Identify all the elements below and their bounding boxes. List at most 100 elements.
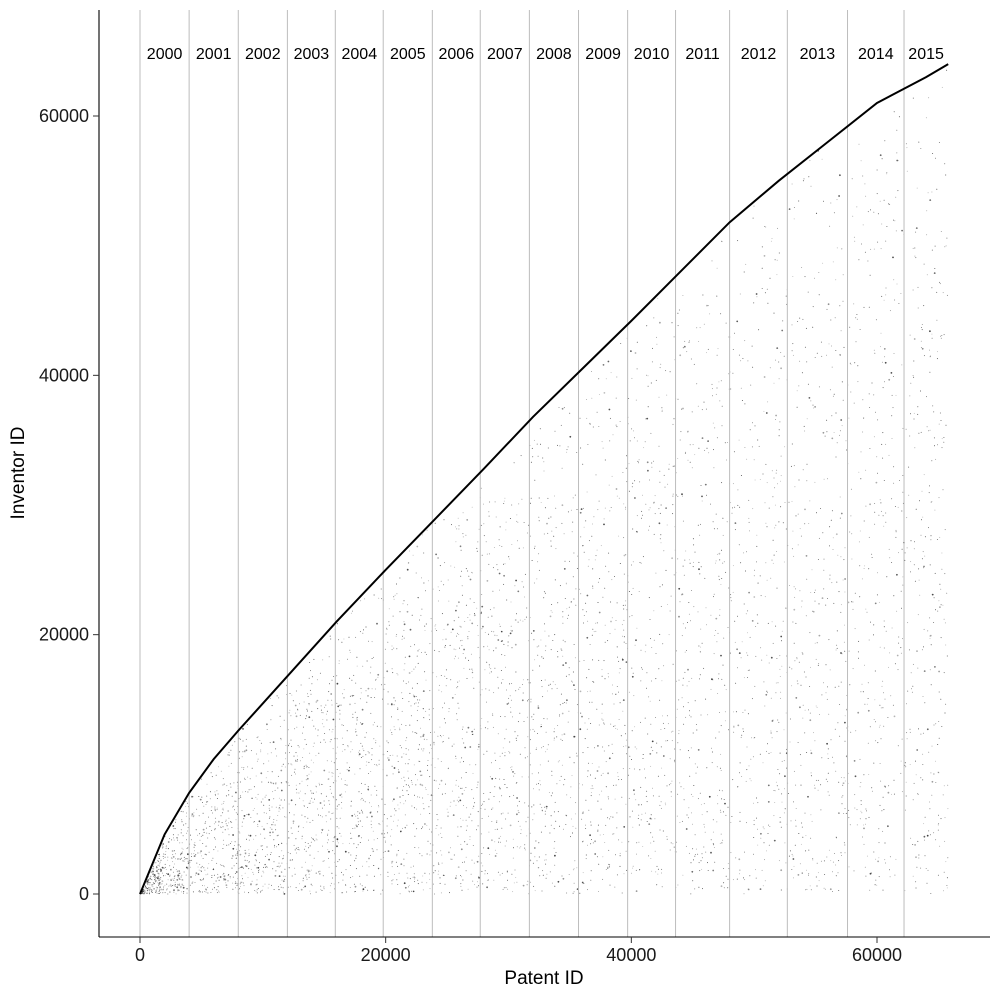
scatter-point [755, 425, 756, 426]
scatter-point [852, 216, 853, 217]
scatter-point [796, 808, 797, 809]
scatter-point [152, 886, 153, 887]
scatter-point [945, 529, 946, 530]
scatter-point [146, 882, 147, 883]
scatter-point [594, 840, 596, 842]
scatter-point [462, 890, 463, 891]
scatter-point [792, 548, 793, 549]
scatter-point [159, 866, 160, 867]
scatter-point [762, 288, 763, 289]
scatter-point [891, 562, 892, 563]
scatter-point [941, 420, 942, 421]
scatter-point [922, 329, 923, 330]
scatter-point [621, 842, 622, 843]
scatter-point [946, 593, 947, 594]
scatter-point [597, 830, 598, 831]
scatter-point [392, 668, 393, 669]
scatter-point [384, 837, 385, 838]
scatter-point [409, 891, 410, 892]
scatter-point [253, 874, 254, 875]
scatter-point [425, 787, 426, 788]
scatter-point [332, 731, 333, 732]
scatter-point [535, 890, 536, 891]
scatter-point [531, 498, 532, 499]
scatter-point [441, 855, 442, 856]
scatter-point [465, 787, 466, 788]
scatter-point [249, 861, 250, 862]
scatter-point [163, 847, 164, 848]
scatter-point [813, 408, 814, 409]
scatter-point [633, 430, 634, 431]
scatter-point [214, 887, 215, 888]
scatter-point [188, 827, 189, 828]
scatter-point [717, 693, 718, 694]
scatter-point [256, 754, 257, 755]
scatter-point [648, 855, 649, 856]
scatter-point [503, 889, 504, 890]
scatter-point [580, 418, 581, 419]
scatter-point [341, 642, 342, 643]
scatter-point [434, 650, 435, 651]
scatter-point [159, 854, 160, 855]
scatter-point [486, 702, 487, 703]
scatter-point [943, 489, 944, 490]
scatter-point [804, 672, 805, 673]
scatter-point [885, 513, 886, 514]
scatter-point [733, 483, 734, 484]
scatter-point [693, 733, 694, 734]
scatter-point [175, 882, 176, 883]
scatter-point [843, 813, 844, 814]
scatter-point [203, 806, 204, 807]
scatter-point [701, 496, 703, 498]
scatter-point [845, 661, 846, 662]
scatter-point [530, 739, 531, 740]
scatter-point [361, 793, 362, 794]
scatter-point [403, 753, 404, 754]
scatter-point [869, 537, 870, 538]
scatter-point [354, 774, 355, 775]
scatter-point [582, 784, 583, 785]
scatter-point [664, 728, 665, 729]
scatter-point [271, 885, 272, 886]
scatter-point [802, 601, 803, 602]
scatter-point [914, 564, 915, 565]
scatter-point [198, 873, 200, 875]
scatter-point [177, 871, 179, 873]
scatter-point [744, 893, 745, 894]
scatter-point [182, 842, 183, 843]
scatter-point [706, 624, 707, 625]
scatter-point [489, 690, 490, 691]
scatter-point [938, 600, 939, 601]
scatter-point [525, 747, 526, 748]
scatter-point [845, 741, 846, 742]
scatter-point [713, 521, 714, 522]
scatter-point [255, 797, 256, 798]
scatter-point [527, 884, 528, 885]
scatter-point [159, 886, 161, 888]
scatter-point [291, 695, 292, 696]
scatter-point [298, 793, 299, 794]
scatter-point [707, 448, 708, 449]
scatter-point [754, 820, 755, 821]
scatter-point [433, 865, 434, 866]
scatter-point [285, 758, 286, 759]
scatter-point [706, 495, 707, 496]
scatter-point [464, 790, 465, 791]
scatter-point [865, 824, 866, 825]
scatter-point [805, 889, 806, 890]
scatter-point [405, 725, 406, 726]
scatter-point [610, 418, 611, 419]
scatter-point [914, 338, 916, 340]
scatter-point [494, 753, 495, 754]
scatter-point [250, 835, 252, 837]
scatter-point [270, 742, 271, 743]
scatter-point [337, 861, 338, 862]
scatter-point [577, 568, 578, 569]
scatter-point [784, 760, 785, 761]
scatter-point [249, 789, 250, 790]
scatter-point [494, 841, 495, 842]
scatter-point [622, 658, 623, 659]
scatter-point [932, 338, 933, 339]
scatter-point [617, 602, 618, 603]
scatter-point [263, 886, 264, 887]
